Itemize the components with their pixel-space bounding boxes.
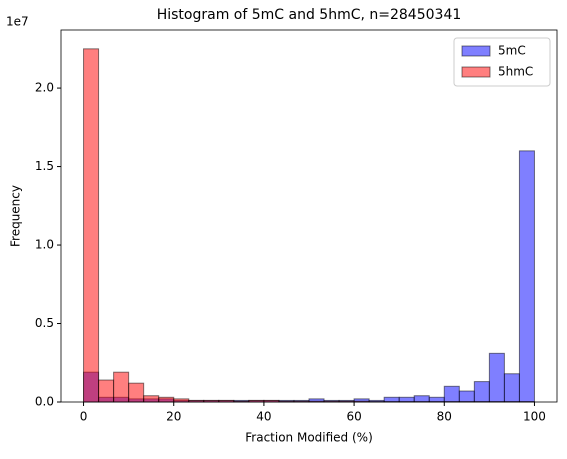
x-axis-label: Fraction Modified (%) bbox=[245, 431, 373, 445]
legend-label: 5mC bbox=[498, 44, 526, 58]
y-offset-label: 1e7 bbox=[6, 15, 29, 29]
histogram-bar bbox=[474, 382, 489, 402]
histogram-bar bbox=[99, 380, 114, 402]
legend-swatch bbox=[462, 46, 490, 56]
y-tick-label: 2.0 bbox=[35, 81, 54, 95]
y-axis-label: Frequency bbox=[9, 185, 23, 247]
x-tick-label: 40 bbox=[256, 410, 271, 424]
histogram-bar bbox=[174, 399, 189, 402]
histogram-bar bbox=[444, 386, 459, 402]
histogram-bar bbox=[129, 383, 144, 402]
x-tick-label: 80 bbox=[437, 410, 452, 424]
y-tick-label: 0.0 bbox=[35, 395, 54, 409]
y-tick-label: 0.5 bbox=[35, 316, 54, 330]
histogram-bar bbox=[459, 391, 474, 402]
x-tick-label: 100 bbox=[523, 410, 546, 424]
histogram-bar bbox=[519, 151, 534, 402]
legend-label: 5hmC bbox=[498, 65, 533, 79]
histogram-bar bbox=[489, 353, 504, 402]
histogram-bar bbox=[159, 397, 174, 402]
histogram-bar bbox=[144, 396, 159, 402]
histogram-bar bbox=[84, 49, 99, 402]
y-tick-label: 1.0 bbox=[35, 238, 54, 252]
x-tick-label: 60 bbox=[346, 410, 361, 424]
x-tick-label: 0 bbox=[80, 410, 88, 424]
histogram-bar bbox=[504, 374, 519, 402]
y-tick-label: 1.5 bbox=[35, 159, 54, 173]
x-tick-label: 20 bbox=[166, 410, 181, 424]
histogram-bar bbox=[114, 372, 129, 402]
chart-title: Histogram of 5mC and 5hmC, n=28450341 bbox=[157, 7, 462, 23]
legend-swatch bbox=[462, 67, 490, 77]
